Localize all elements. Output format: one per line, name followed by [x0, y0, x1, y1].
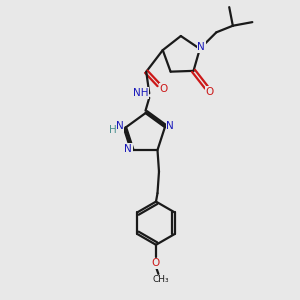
Text: N: N	[197, 42, 205, 52]
Text: N: N	[167, 121, 174, 131]
Text: N: N	[116, 121, 123, 131]
Text: O: O	[152, 258, 160, 268]
Text: N: N	[124, 143, 132, 154]
Text: NH: NH	[133, 88, 148, 98]
Text: CH₃: CH₃	[152, 275, 169, 284]
Text: H: H	[109, 125, 116, 135]
Text: O: O	[206, 87, 214, 97]
Text: O: O	[159, 84, 168, 94]
